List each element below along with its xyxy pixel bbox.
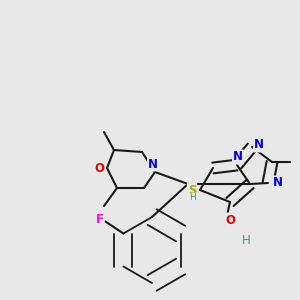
Text: N: N: [148, 158, 158, 170]
Text: S: S: [188, 184, 196, 196]
Text: O: O: [94, 161, 104, 175]
Text: H: H: [242, 233, 250, 247]
Text: N: N: [273, 176, 283, 190]
Text: F: F: [95, 213, 104, 226]
Text: N: N: [233, 151, 243, 164]
Text: O: O: [225, 214, 235, 226]
Text: N: N: [254, 139, 264, 152]
Text: H: H: [189, 194, 195, 202]
